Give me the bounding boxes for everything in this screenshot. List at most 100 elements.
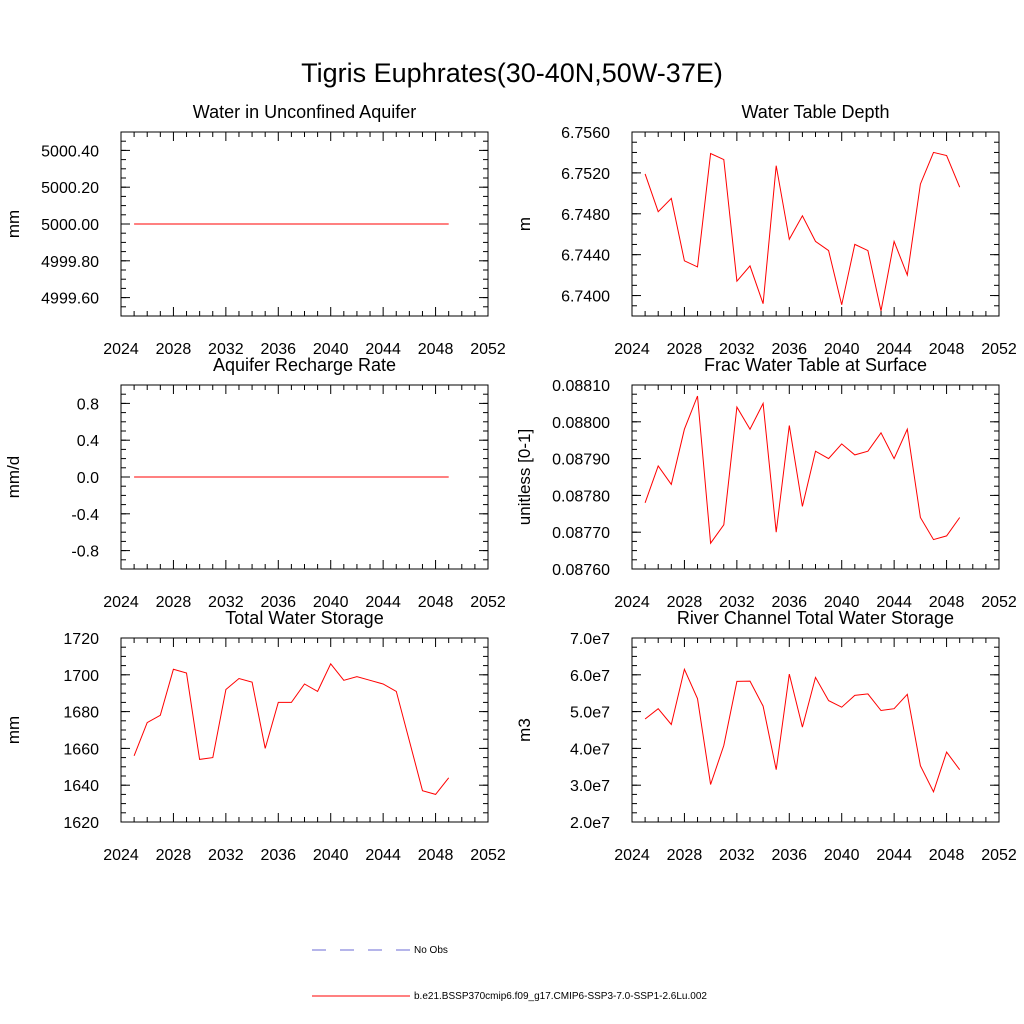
series-line bbox=[644, 151, 961, 312]
x-tick-label: 2032 bbox=[208, 847, 244, 864]
y-tick-label: 4.0e7 bbox=[570, 741, 610, 758]
panel-water-table-depth: Water Table Depth m 2024 2028 2032 2036 2040 20… bbox=[515, 102, 1017, 358]
y-axis-label: mm bbox=[4, 210, 23, 238]
panel-title: Water in Unconfined Aquifer bbox=[193, 102, 416, 122]
panel-title: Aquifer Recharge Rate bbox=[213, 355, 396, 375]
plot-frame bbox=[631, 384, 1000, 570]
x-tick-label: 2028 bbox=[667, 847, 703, 864]
x-tick-label: 2044 bbox=[876, 847, 912, 864]
y-tick-label: 0.08760 bbox=[552, 562, 610, 579]
x-tick-label: 2028 bbox=[156, 341, 192, 358]
x-tick-label: 2024 bbox=[614, 847, 650, 864]
panel-frac-water-table-at-surface: Frac Water Table at Surface unitless [0-1… bbox=[515, 355, 1017, 611]
y-axis-label: unitless [0-1] bbox=[515, 429, 534, 525]
x-tick-label: 2044 bbox=[365, 341, 401, 358]
y-tick-label: 0.08770 bbox=[552, 525, 610, 542]
y-axis-label: mm/d bbox=[4, 456, 23, 499]
x-tick-label: 2032 bbox=[719, 341, 755, 358]
y-tick-label: 2.0e7 bbox=[570, 815, 610, 832]
x-tick-label: 2044 bbox=[365, 847, 401, 864]
legend-obs-label: No Obs bbox=[414, 945, 448, 956]
y-tick-label: 0.8 bbox=[77, 396, 99, 413]
y-tick-label: 0.08800 bbox=[552, 415, 610, 432]
x-tick-label: 2048 bbox=[418, 594, 454, 611]
y-tick-label: 5000.20 bbox=[41, 180, 99, 197]
x-tick-label: 2040 bbox=[313, 847, 349, 864]
y-tick-label: 0.08780 bbox=[552, 488, 610, 505]
x-tick-label: 2024 bbox=[614, 594, 650, 611]
x-tick-label: 2048 bbox=[929, 341, 965, 358]
x-tick-label: 2036 bbox=[260, 341, 296, 358]
x-tick-label: 2048 bbox=[929, 847, 965, 864]
panel-title: Water Table Depth bbox=[741, 102, 889, 122]
x-tick-label: 2040 bbox=[824, 594, 860, 611]
x-tick-label: 2040 bbox=[824, 847, 860, 864]
panel-title: River Channel Total Water Storage bbox=[677, 608, 954, 628]
x-tick-label: 2040 bbox=[824, 341, 860, 358]
x-tick-label: 2024 bbox=[103, 594, 139, 611]
x-tick-label: 2032 bbox=[719, 594, 755, 611]
y-tick-label: 4999.60 bbox=[41, 291, 99, 308]
x-tick-label: 2052 bbox=[470, 594, 506, 611]
y-tick-label: 1700 bbox=[63, 668, 99, 685]
x-tick-label: 2032 bbox=[208, 341, 244, 358]
y-tick-label: 3.0e7 bbox=[570, 778, 610, 795]
x-tick-label: 2044 bbox=[365, 594, 401, 611]
x-tick-label: 2044 bbox=[876, 341, 912, 358]
y-tick-label: 0.08790 bbox=[552, 452, 610, 469]
y-tick-label: 6.7520 bbox=[561, 166, 610, 183]
x-tick-label: 2032 bbox=[208, 594, 244, 611]
y-tick-label: 0.08810 bbox=[552, 378, 610, 395]
y-tick-label: 6.7440 bbox=[561, 248, 610, 265]
y-tick-label: 1620 bbox=[63, 815, 99, 832]
y-tick-label: 5000.40 bbox=[41, 143, 99, 160]
x-tick-label: 2040 bbox=[313, 594, 349, 611]
y-tick-label: 1680 bbox=[63, 705, 99, 722]
x-tick-label: 2052 bbox=[981, 847, 1017, 864]
x-tick-label: 2044 bbox=[876, 594, 912, 611]
y-tick-label: 1640 bbox=[63, 778, 99, 795]
x-tick-label: 2036 bbox=[771, 594, 807, 611]
x-tick-label: 2036 bbox=[771, 341, 807, 358]
x-tick-label: 2036 bbox=[260, 594, 296, 611]
y-tick-label: 6.7560 bbox=[561, 125, 610, 142]
plot-frame bbox=[120, 637, 489, 823]
x-tick-label: 2040 bbox=[313, 341, 349, 358]
figure-title: Tigris Euphrates(30-40N,50W-37E) bbox=[301, 58, 723, 88]
x-tick-label: 2052 bbox=[981, 594, 1017, 611]
x-tick-label: 2052 bbox=[470, 341, 506, 358]
panel-title: Total Water Storage bbox=[225, 608, 383, 628]
y-tick-label: -0.8 bbox=[71, 544, 99, 561]
y-tick-label: 1660 bbox=[63, 741, 99, 758]
x-tick-label: 2024 bbox=[614, 341, 650, 358]
y-tick-label: 7.0e7 bbox=[570, 631, 610, 648]
x-tick-label: 2024 bbox=[103, 847, 139, 864]
x-tick-label: 2028 bbox=[667, 594, 703, 611]
x-tick-label: 2036 bbox=[260, 847, 296, 864]
panel-aquifer-recharge-rate: Aquifer Recharge Rate mm/d 2024 2028 2032 203… bbox=[4, 355, 506, 611]
y-tick-label: 0.4 bbox=[77, 433, 99, 450]
y-tick-label: 5000.00 bbox=[41, 217, 99, 234]
y-tick-label: 1720 bbox=[63, 631, 99, 648]
y-tick-label: 5.0e7 bbox=[570, 705, 610, 722]
y-tick-label: -0.4 bbox=[71, 507, 99, 524]
panel-total-water-storage: Total Water Storage mm 2024 2028 2032 2036 204… bbox=[4, 608, 506, 864]
x-tick-label: 2028 bbox=[667, 341, 703, 358]
x-tick-label: 2048 bbox=[418, 847, 454, 864]
x-tick-label: 2028 bbox=[156, 594, 192, 611]
y-axis-label: mm bbox=[4, 716, 23, 744]
y-axis-label: m3 bbox=[515, 718, 534, 742]
x-tick-label: 2052 bbox=[470, 847, 506, 864]
y-tick-label: 6.7400 bbox=[561, 289, 610, 306]
x-tick-label: 2028 bbox=[156, 847, 192, 864]
plot-frame bbox=[631, 131, 1000, 317]
y-axis-label: m bbox=[515, 217, 534, 231]
series-line bbox=[644, 667, 961, 794]
legend: No Obs b.e21.BSSP370cmip6.f09_g17.CMIP6-… bbox=[312, 945, 707, 1002]
x-tick-label: 2052 bbox=[981, 341, 1017, 358]
panel-title: Frac Water Table at Surface bbox=[704, 355, 927, 375]
y-tick-label: 4999.80 bbox=[41, 254, 99, 271]
panel-water-in-unconfined-aquifer: Water in Unconfined Aquifer mm 2024 2028 203… bbox=[4, 102, 506, 358]
